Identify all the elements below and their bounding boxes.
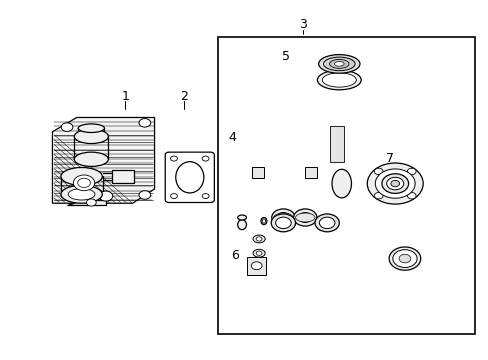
Ellipse shape (262, 219, 265, 223)
Polygon shape (351, 73, 363, 166)
Bar (246, 257, 266, 275)
Circle shape (407, 168, 415, 175)
Polygon shape (52, 117, 154, 203)
Ellipse shape (295, 213, 314, 222)
Ellipse shape (273, 213, 292, 222)
Ellipse shape (74, 152, 108, 166)
Ellipse shape (237, 220, 246, 230)
Circle shape (170, 194, 177, 199)
Circle shape (374, 193, 382, 199)
Circle shape (170, 156, 177, 161)
Ellipse shape (381, 174, 408, 193)
Circle shape (139, 191, 150, 199)
Circle shape (61, 123, 73, 131)
Circle shape (202, 194, 208, 199)
Bar (217, 37, 474, 334)
Circle shape (139, 118, 150, 127)
Ellipse shape (318, 55, 359, 73)
Circle shape (392, 249, 416, 267)
Ellipse shape (329, 59, 348, 68)
Text: 5: 5 (281, 50, 289, 63)
Ellipse shape (256, 251, 262, 255)
Polygon shape (232, 87, 351, 169)
Circle shape (407, 193, 415, 199)
Ellipse shape (68, 189, 95, 200)
Ellipse shape (251, 262, 262, 270)
Circle shape (73, 175, 95, 191)
Polygon shape (246, 73, 363, 87)
Ellipse shape (271, 209, 294, 226)
Text: 3: 3 (298, 18, 306, 31)
Ellipse shape (386, 177, 403, 190)
Ellipse shape (317, 70, 361, 90)
Ellipse shape (74, 129, 108, 144)
Ellipse shape (293, 209, 316, 226)
Ellipse shape (237, 215, 246, 220)
Ellipse shape (322, 73, 356, 87)
Ellipse shape (334, 62, 344, 66)
Polygon shape (67, 200, 106, 205)
Ellipse shape (271, 214, 295, 232)
Ellipse shape (323, 57, 354, 71)
Ellipse shape (261, 217, 266, 225)
FancyBboxPatch shape (165, 152, 214, 203)
Ellipse shape (331, 169, 351, 198)
Ellipse shape (319, 217, 334, 229)
Ellipse shape (252, 235, 264, 243)
Bar (251, 167, 264, 178)
Circle shape (202, 156, 208, 161)
Circle shape (99, 191, 113, 201)
Ellipse shape (175, 162, 203, 193)
Polygon shape (249, 219, 404, 275)
Ellipse shape (61, 167, 102, 185)
Text: 1: 1 (121, 90, 129, 103)
Ellipse shape (298, 212, 311, 222)
Circle shape (61, 191, 73, 199)
Ellipse shape (374, 169, 414, 198)
Ellipse shape (275, 217, 290, 229)
Ellipse shape (388, 247, 420, 270)
Circle shape (398, 254, 410, 263)
Ellipse shape (61, 185, 102, 203)
Ellipse shape (276, 212, 289, 222)
Ellipse shape (256, 237, 262, 241)
Ellipse shape (366, 163, 422, 204)
Text: 6: 6 (230, 248, 238, 261)
Text: 4: 4 (228, 131, 236, 144)
Ellipse shape (390, 180, 399, 187)
Circle shape (78, 178, 90, 188)
Bar (329, 126, 344, 162)
Polygon shape (259, 275, 292, 276)
Bar (112, 170, 134, 183)
Ellipse shape (78, 124, 104, 132)
Circle shape (374, 168, 382, 175)
Ellipse shape (252, 249, 264, 257)
Circle shape (86, 199, 96, 206)
Text: 2: 2 (180, 90, 187, 103)
Text: 7: 7 (386, 152, 393, 165)
Ellipse shape (314, 214, 339, 232)
Bar (305, 167, 317, 178)
